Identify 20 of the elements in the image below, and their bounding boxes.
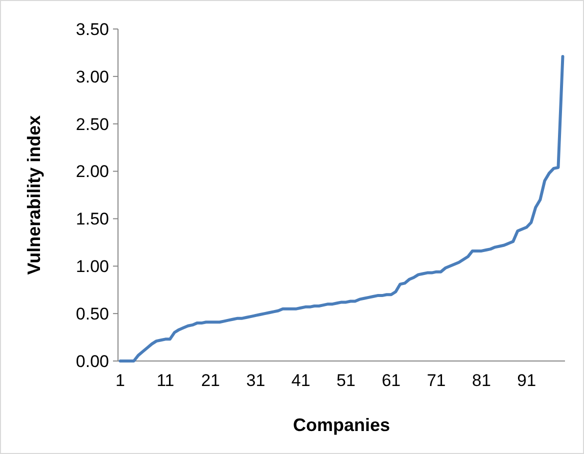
x-tick-label: 41 bbox=[291, 371, 310, 390]
y-tick-label: 3.00 bbox=[76, 67, 109, 86]
y-tick-label: 1.50 bbox=[76, 210, 109, 229]
x-axis-title: Companies bbox=[292, 415, 390, 435]
y-tick-label: 2.50 bbox=[76, 114, 109, 134]
x-tick-label: 51 bbox=[336, 371, 356, 390]
x-tick-label: 81 bbox=[472, 371, 491, 390]
y-axis-title: Vulnerability index bbox=[24, 115, 44, 275]
y-tick-label: 2.00 bbox=[76, 162, 109, 182]
y-tick-label: 0.50 bbox=[76, 304, 109, 324]
x-tick-label: 71 bbox=[426, 371, 446, 390]
y-tick-label: 0.00 bbox=[76, 352, 109, 371]
y-tick-label: 1.00 bbox=[76, 257, 109, 276]
x-tick-label: 61 bbox=[382, 371, 401, 390]
x-tick-label: 31 bbox=[246, 371, 266, 390]
x-tick-label: 91 bbox=[517, 371, 536, 390]
y-tick-label: 3.50 bbox=[76, 20, 109, 39]
x-tick-label: 21 bbox=[201, 371, 220, 390]
x-tick-label: 1 bbox=[116, 371, 125, 390]
x-tick-label: 11 bbox=[156, 371, 174, 390]
